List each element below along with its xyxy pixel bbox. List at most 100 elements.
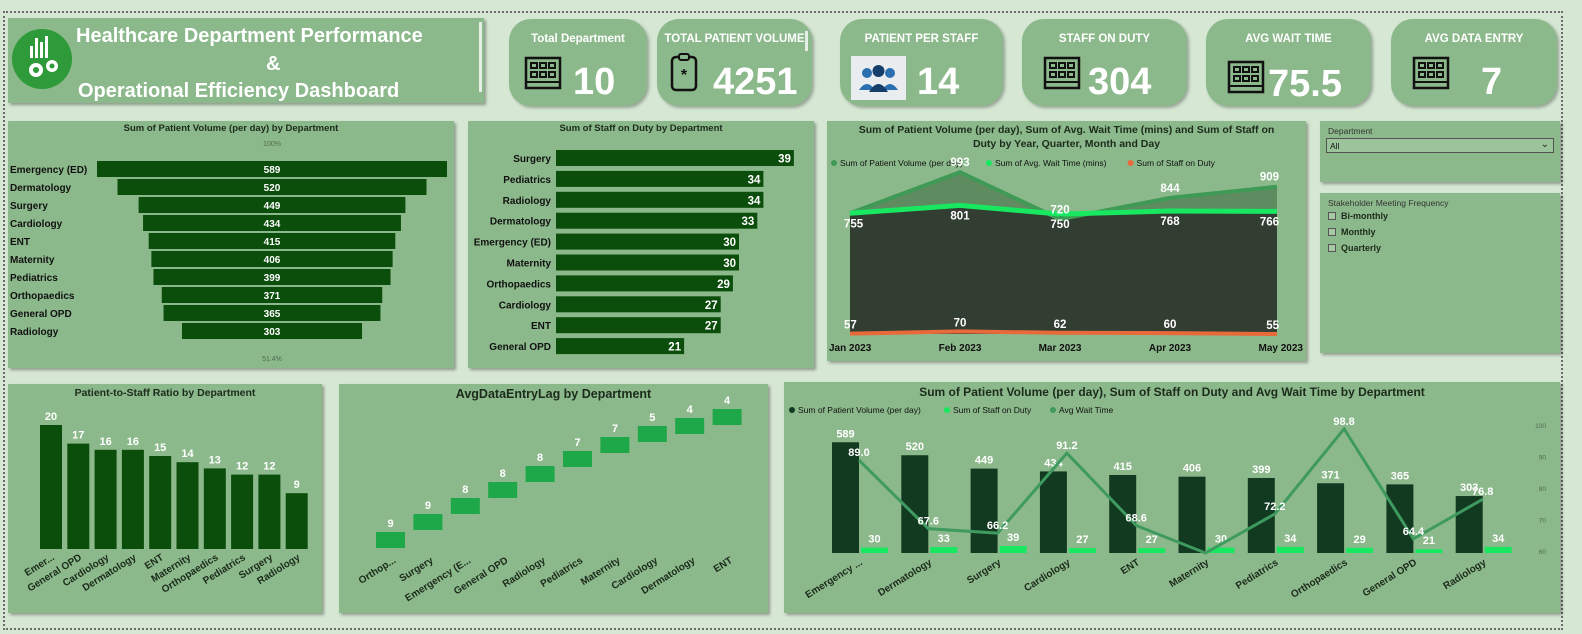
volume-value-label: 406: [1183, 463, 1201, 475]
staff-category-label: General OPD: [489, 342, 551, 353]
volume-value-label: 371: [1321, 469, 1339, 481]
volume-bar: [901, 455, 929, 553]
ratio-bar: [176, 462, 199, 549]
chart-title: Sum of Patient Volume (per day), Sum of …: [919, 385, 1425, 399]
kpi-label: AVG DATA ENTRY: [1424, 33, 1524, 45]
wait-value-label: 98.8: [1333, 416, 1354, 428]
staff-category-label: ENT: [531, 321, 551, 332]
slicer-title: Stakeholder Meeting Frequency: [1328, 198, 1449, 208]
volume-bar: [1317, 483, 1345, 553]
kpi-avg-wait-time: AVG WAIT TIME 75.5: [1206, 19, 1371, 106]
combo-category-label: Maternity: [1168, 557, 1212, 590]
staff-value-label: 33: [938, 533, 950, 545]
lag-bar: [637, 426, 667, 442]
lag-value-label: 9: [387, 518, 393, 530]
lag-value-label: 5: [649, 412, 655, 424]
ratio-bar: [40, 425, 62, 549]
staff-value-label: 27: [1146, 534, 1158, 546]
wait-time-line: [857, 426, 1484, 555]
x-tick-label: Feb 2023: [939, 343, 982, 354]
checkbox-quarterly[interactable]: [1328, 244, 1336, 252]
funnel-category-label: Emergency (ED): [10, 165, 87, 176]
x-tick-label: Jan 2023: [829, 343, 872, 354]
funnel-top-label: 100%: [263, 141, 281, 148]
lag-bar: [450, 498, 480, 514]
staff-category-label: Maternity: [507, 259, 552, 270]
legend-marker: [943, 407, 950, 413]
kpi-label: PATIENT PER STAFF: [864, 33, 979, 45]
volume-point-label: 909: [1260, 172, 1279, 184]
department-slicer[interactable]: Department All ⌄: [1320, 121, 1560, 182]
wait-point-label: 766: [1260, 216, 1279, 228]
wait-value-label: 76.8: [1472, 486, 1493, 498]
staff-category-label: Radiology: [503, 196, 552, 207]
funnel-value-label: 449: [264, 201, 281, 212]
funnel-category-label: Surgery: [10, 201, 48, 212]
staff-value-label: 39: [1007, 532, 1019, 544]
legend-label: Sum of Patient Volume (per day): [798, 405, 921, 415]
lag-bar: [525, 466, 555, 482]
staff-bar: [556, 191, 764, 208]
staff-value-label: 27: [705, 321, 718, 333]
funnel-category-label: Dermatology: [10, 183, 72, 194]
ratio-value-label: 16: [127, 436, 139, 448]
staff-value-label: 34: [1284, 533, 1297, 545]
staff-bar: [556, 212, 758, 229]
staff-bar: [1138, 548, 1166, 553]
wait-value-label: 68.6: [1125, 512, 1146, 524]
lag-bar: [600, 437, 630, 453]
kpi-value: 304: [1088, 61, 1152, 103]
staff-value-label: 39: [778, 154, 791, 166]
legend-marker: [831, 160, 837, 166]
lag-bar: [675, 418, 705, 434]
staff-bar: [861, 547, 888, 553]
lag-category-label: ENT: [712, 555, 735, 575]
combo-category-label: Dermatology: [876, 557, 934, 599]
staff-value-label: 30: [868, 534, 880, 546]
staff-category-label: Orthopaedics: [487, 279, 552, 290]
combo-category-label: Orthopaedics: [1289, 557, 1350, 601]
y2-tick-label: 60: [1539, 549, 1547, 556]
ratio-value-label: 12: [263, 461, 275, 473]
wait-line: [849, 202, 1278, 217]
volume-value-label: 449: [975, 455, 993, 467]
staff-bar: [556, 275, 733, 292]
combo-category-label: Emergency ...: [804, 557, 865, 601]
ratio-bar: [67, 443, 90, 549]
x-tick-label: Mar 2023: [1039, 343, 1082, 354]
lag-bar: [413, 514, 443, 530]
logo-gear-chart-icon: [12, 29, 72, 89]
staff-point-label: 62: [1054, 319, 1067, 331]
staff-point-label: 70: [954, 317, 967, 329]
staff-point-label: 57: [844, 320, 857, 332]
chart-title: Sum of Staff on Duty by Department: [559, 123, 723, 134]
volume-bar: [970, 468, 998, 553]
kpi-staff-on-duty: STAFF ON DUTY 304: [1022, 19, 1187, 106]
kpi-value: 75.5: [1268, 63, 1342, 105]
chart-title: Sum of Patient Volume (per day) by Depar…: [123, 123, 339, 134]
option-label: Bi-monthly: [1341, 211, 1388, 221]
banner-scroll-indicator: [479, 22, 482, 92]
title-banner: Healthcare Department Performance & Oper…: [8, 18, 484, 103]
kpi-value: 4251: [713, 61, 798, 103]
department-dropdown[interactable]: All ⌄: [1326, 138, 1554, 153]
wait-value-label: 66.2: [987, 520, 1008, 532]
ratio-value-label: 17: [72, 430, 84, 442]
card-scroll-indicator: [805, 31, 808, 51]
kpi-total-department: Total Department 10: [509, 19, 647, 106]
legend-marker: [1049, 407, 1056, 413]
y2-tick-label: 80: [1539, 486, 1547, 493]
lag-bar: [488, 482, 518, 498]
lag-value-label: 4: [724, 395, 731, 407]
chart-title: AvgDataEntryLag by Department: [455, 387, 652, 401]
staff-bar: [556, 170, 764, 187]
funnel-value-label: 371: [264, 291, 281, 302]
wait-value-label: 72.2: [1264, 501, 1285, 513]
lag-value-label: 7: [612, 423, 618, 435]
volume-bar: [832, 442, 859, 553]
staff-category-label: Pediatrics: [503, 175, 551, 186]
ratio-bar: [258, 474, 281, 549]
checkbox-bi-monthly[interactable]: [1328, 212, 1336, 220]
checkbox-monthly[interactable]: [1328, 228, 1336, 236]
